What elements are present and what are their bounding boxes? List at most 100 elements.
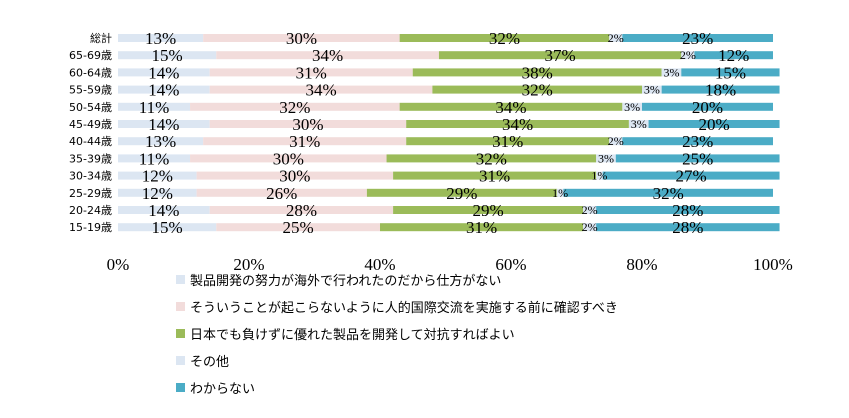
- bar-segment: [209, 120, 407, 128]
- legend-item: そういうことが起こらないように人的国際交流を実施する前に確認すべき: [176, 293, 618, 320]
- data-label: 38%: [522, 63, 553, 82]
- data-label: 34%: [312, 46, 343, 65]
- x-tick-label: 40%: [364, 255, 395, 270]
- bar-segment: [642, 85, 662, 94]
- data-label: 34%: [305, 81, 336, 100]
- data-label: 12%: [142, 184, 173, 203]
- bar-segment: [412, 68, 662, 77]
- bar-segment: [596, 171, 603, 180]
- bar-segment: [118, 102, 191, 111]
- data-label: 30%: [286, 29, 317, 48]
- category-label: 20-24歳: [69, 204, 112, 217]
- x-tick-label: 0%: [107, 255, 130, 270]
- bar-segment: [118, 171, 197, 180]
- bar-segment: [118, 120, 210, 128]
- bar-segment: [118, 206, 210, 214]
- data-label: 30%: [279, 167, 310, 186]
- bar-segment: [196, 188, 367, 197]
- legend-item: 製品開発の努力が海外で行われたのだから仕方がない: [176, 266, 618, 293]
- data-label: 31%: [492, 132, 523, 151]
- data-label: 1%: [552, 186, 568, 200]
- data-label: 20%: [692, 98, 723, 117]
- data-label: 15%: [152, 218, 183, 237]
- bar-segment: [583, 206, 597, 214]
- data-label: 29%: [472, 201, 503, 220]
- bar-segment: [386, 154, 597, 163]
- data-label: 29%: [446, 184, 477, 203]
- data-label: 37%: [545, 46, 576, 65]
- data-label: 18%: [705, 81, 736, 100]
- data-label: 13%: [145, 29, 176, 48]
- category-label: 65-69歳: [69, 49, 112, 62]
- data-label: 15%: [152, 46, 183, 65]
- category-label: 60-64歳: [69, 66, 112, 79]
- x-tick-label: 60%: [495, 255, 526, 270]
- data-label: 14%: [148, 115, 179, 134]
- bar-segment: [203, 34, 400, 42]
- data-label: 30%: [292, 115, 323, 134]
- bar-segment: [406, 137, 610, 146]
- category-label: 35-39歳: [69, 152, 112, 165]
- data-label: 14%: [148, 201, 179, 220]
- data-label: 23%: [682, 29, 713, 48]
- data-label: 13%: [145, 132, 176, 151]
- bar-segment: [190, 102, 400, 111]
- data-label: 32%: [476, 149, 507, 168]
- data-label: 27%: [676, 167, 707, 186]
- bar-segment: [622, 102, 642, 111]
- data-label: 14%: [148, 81, 179, 100]
- legend-item: わからない: [176, 374, 618, 401]
- data-label: 2%: [608, 31, 624, 45]
- bar-segment: [216, 223, 380, 232]
- data-label: 15%: [715, 63, 746, 82]
- data-labels: 13% 30% 32% 2% 23%15% 34% 37% 2% 12%14% 31% 38% 3% 1…: [139, 29, 750, 237]
- bar-segment: [380, 223, 584, 232]
- data-label: 25%: [682, 149, 713, 168]
- bar-segment: [563, 188, 773, 197]
- category-label: 30-34歳: [69, 170, 112, 183]
- bar-segment: [602, 171, 780, 180]
- data-label: 32%: [279, 98, 310, 117]
- bar-segment: [694, 51, 773, 60]
- data-label: 28%: [672, 201, 703, 220]
- bar-segment: [556, 188, 564, 197]
- x-axis-tick-labels: 0% 20% 40% 60% 80% 100%: [107, 255, 793, 270]
- data-label: 12%: [718, 46, 749, 65]
- bar-segment: [118, 188, 197, 197]
- x-tick-label: 20%: [233, 255, 264, 270]
- bar-segment: [583, 223, 597, 232]
- data-label: 3%: [624, 100, 640, 114]
- data-label: 14%: [148, 63, 179, 82]
- legend-label: その他: [190, 355, 230, 370]
- bar-segment: [203, 137, 407, 146]
- legend-item: 日本でも負けずに優れた製品を開発して対抗すればよい: [176, 320, 618, 347]
- bar-segment: [393, 171, 597, 180]
- data-label: 28%: [672, 218, 703, 237]
- legend-swatch: [176, 275, 185, 284]
- category-label: 25-29歳: [69, 187, 112, 200]
- data-label: 3%: [631, 117, 647, 131]
- x-tick-label: 100%: [753, 255, 793, 270]
- bar-segment: [118, 68, 210, 77]
- legend-item: その他: [176, 347, 618, 374]
- data-label: 3%: [663, 65, 679, 79]
- data-label: 3%: [598, 151, 614, 165]
- data-label: 31%: [479, 167, 510, 186]
- bar-segment: [628, 120, 649, 128]
- bar-segment: [118, 223, 217, 232]
- legend: 製品開発の努力が海外で行われたのだから仕方がないそういうことが起こらないように人…: [176, 266, 618, 401]
- data-label: 31%: [296, 63, 327, 82]
- legend-swatch: [176, 383, 185, 392]
- category-label: 40-44歳: [69, 135, 112, 148]
- bar-segment: [609, 137, 623, 146]
- category-label: 55-59歳: [69, 84, 112, 97]
- data-label: 32%: [653, 184, 684, 203]
- bar-segment: [196, 171, 394, 180]
- bar-segment: [118, 85, 210, 94]
- bar-segment: [648, 120, 780, 128]
- bar-segment: [596, 206, 780, 214]
- bar-segment: [596, 223, 780, 232]
- bars: [118, 34, 780, 232]
- bar-segment: [661, 85, 780, 94]
- legend-label: そういうことが起こらないように人的国際交流を実施する前に確認すべき: [190, 301, 618, 316]
